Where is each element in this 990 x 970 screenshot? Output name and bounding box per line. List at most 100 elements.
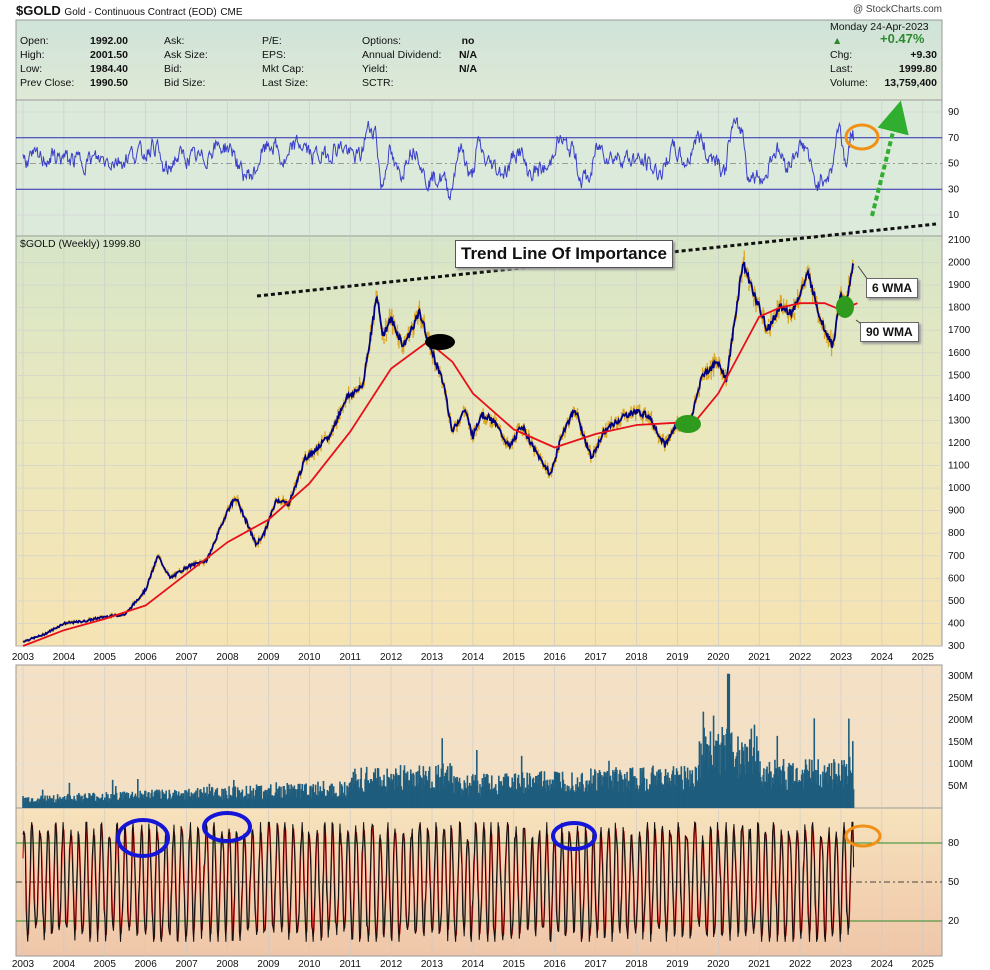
pe-labels: P/E: EPS: Mkt Cap: Last Size: [262,35,309,89]
x-tick-label: 2010 [298,652,321,663]
x-tick-label: 2007 [175,652,198,663]
volume-bar [299,783,301,808]
volume-bar [234,786,237,808]
volume-bar [260,785,263,808]
volume-bar [851,741,854,808]
volume-bar [817,759,819,808]
x-tick-label: 2022 [789,652,812,663]
symbol: $GOLD [16,3,61,18]
x-tick-label: 2015 [503,652,526,663]
volume-bar [453,776,455,808]
green-marker-2019 [675,415,701,433]
volume-bar [245,785,248,808]
x-tick-label: 2015 [503,959,526,970]
x-tick-label: 2006 [135,652,158,663]
stoch-tick-label: 50 [948,877,960,888]
volume-bar [523,777,525,808]
x-tick-label: 2013 [421,652,444,663]
x-tick-label: 2012 [380,652,403,663]
price-tick-label: 1900 [948,280,971,291]
x-tick-label: 2020 [707,959,730,970]
x-tick-label: 2019 [666,652,689,663]
x-tick-label: 2009 [257,652,280,663]
x-tick-label: 2003 [12,959,35,970]
volume-bar [813,718,816,808]
x-tick-label: 2008 [216,652,239,663]
volume-bar [252,788,255,808]
x-tick-label: 2025 [912,959,935,970]
volume-bar [428,766,431,808]
volume-bar [115,792,118,808]
x-tick-label: 2024 [871,652,894,663]
price-tick-label: 400 [948,618,965,629]
volume-bar [317,781,319,808]
volume-bar [107,794,109,808]
price-tick-label: 1000 [948,483,971,494]
rsi-tick-label: 50 [948,159,960,170]
contract-desc: Gold - Continuous Contract (EOD) [64,7,217,18]
x-tick-label: 2024 [871,959,894,970]
ask-bid-labels: Ask: Ask Size: Bid: Bid Size: [164,35,208,89]
volume-bar [841,764,844,808]
volume-bar [269,784,272,808]
right-values: +9.30 1999.80 13,759,400 [884,49,937,89]
price-tick-label: 1800 [948,303,971,314]
stoch-tick-label: 20 [948,916,960,927]
volume-bar [505,773,508,808]
rsi-tick-label: 90 [948,107,960,118]
volume-bar [305,783,307,808]
volume-bar [238,790,241,808]
price-tick-label: 1300 [948,415,971,426]
black-marker [425,334,455,350]
x-tick-label: 2016 [544,652,567,663]
volume-tick-label: 100M [948,759,973,770]
volume-bar [264,789,267,808]
price-tick-label: 1200 [948,438,971,449]
exchange: CME [220,7,243,18]
volume-bar [278,786,281,808]
x-tick-label: 2011 [339,959,361,970]
volume-bar [629,767,632,808]
volume-bar [52,795,55,808]
ohlc-labels: Open: High: Low: Prev Close: [20,35,75,89]
orange-circle-stoch [844,824,882,848]
x-tick-label: 2006 [135,959,158,970]
options-values: no N/A N/A [458,35,478,75]
x-tick-label: 2017 [584,652,607,663]
x-tick-label: 2010 [298,959,321,970]
price-panel [15,235,943,647]
price-tick-label: 1600 [948,348,971,359]
axis-labels: 2003 2003 2004 2004 2005 2005 2006 2006 2007 2007… [12,107,973,970]
trend-line-label: Trend Line Of Importance [455,240,673,268]
stochastic-series [22,820,855,943]
volume-bar [476,750,478,808]
wma90-line [22,302,858,647]
price-tick-label: 500 [948,596,965,607]
x-tick-label: 2007 [175,959,198,970]
volume-bar [280,786,282,808]
x-tick-label: 2018 [625,652,648,663]
x-tick-label: 2019 [666,959,689,970]
x-tick-label: 2021 [748,652,771,663]
blue-circle-2006 [116,818,170,858]
volume-bar [521,772,524,808]
x-tick-label: 2017 [584,959,607,970]
volume-bar [76,794,79,808]
price-tick-label: 600 [948,573,965,584]
volume-bar [221,788,223,808]
volume-bar [222,789,225,808]
volume-bar [228,786,230,808]
volume-bar [111,779,114,808]
x-tick-label: 2014 [462,652,485,663]
x-tick-label: 2008 [216,959,239,970]
rsi-tick-label: 70 [948,133,960,144]
x-tick-label: 2005 [94,959,117,970]
stoch-tick-label: 80 [948,838,960,849]
volume-bar [241,789,244,808]
volume-bar [466,775,469,808]
callout-6wma: 6 WMA [866,278,918,298]
x-tick-label: 2016 [544,959,567,970]
price-tick-label: 300 [948,641,965,652]
green-marker-2023 [836,296,854,318]
x-tick-label: 2009 [257,959,280,970]
